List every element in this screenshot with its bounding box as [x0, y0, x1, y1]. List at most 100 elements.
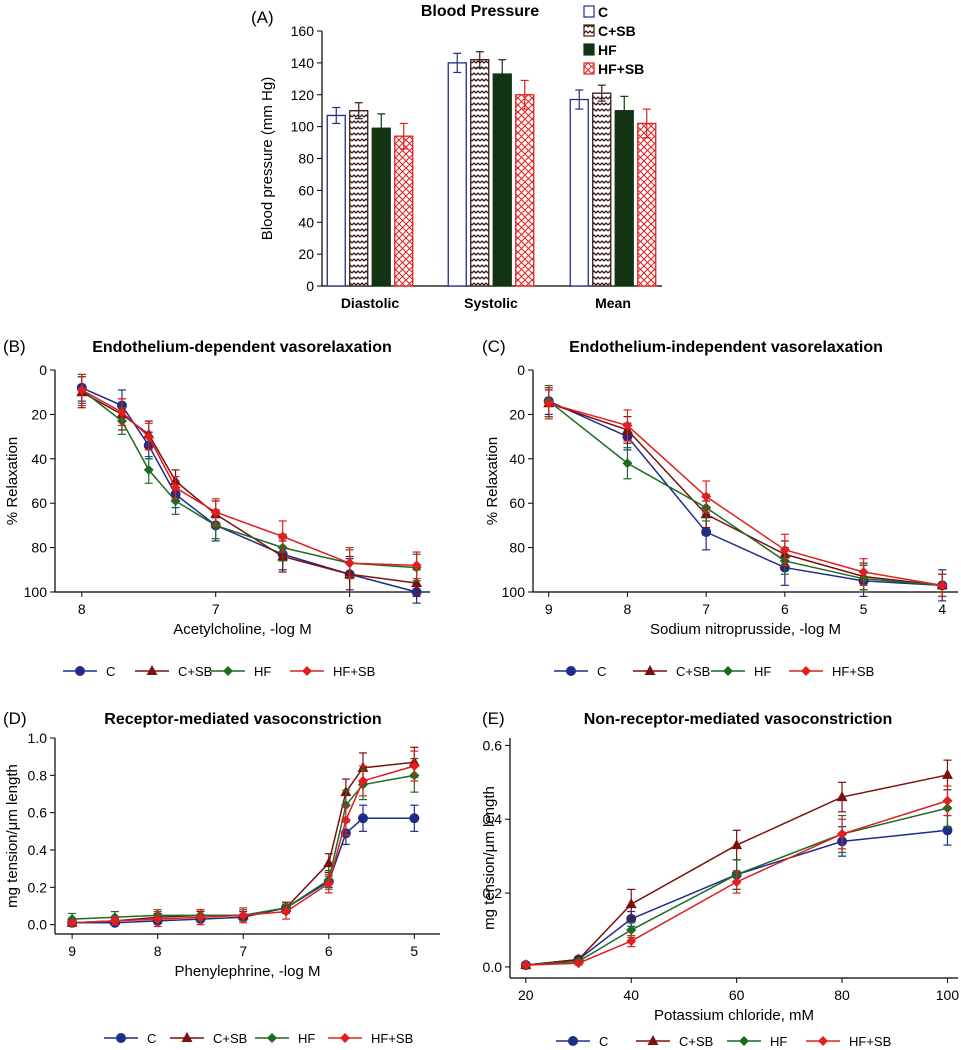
- legend-label: C: [597, 664, 606, 679]
- legend-label: HF+SB: [333, 664, 375, 679]
- panel-D: (D) Receptor-mediated vasoconstriction 0.0…: [3, 709, 440, 1046]
- panel-label: (D): [3, 709, 27, 728]
- y-tick-label: 0.2: [28, 879, 48, 895]
- series-line: [525, 807, 948, 966]
- data-point: [75, 666, 85, 676]
- y-tick-label: 120: [291, 87, 315, 103]
- data-point: [520, 960, 531, 971]
- data-point: [942, 825, 953, 836]
- data-point: [409, 813, 420, 824]
- bar: [515, 94, 535, 287]
- y-tick-label: 80: [298, 151, 314, 167]
- y-axis-label: mg tension/μm length: [4, 764, 21, 908]
- data-point: [731, 877, 742, 887]
- series-line: [548, 400, 943, 587]
- data-point: [358, 775, 368, 786]
- data-point: [543, 398, 554, 409]
- data-point: [238, 910, 249, 921]
- y-tick-label: 0.4: [483, 811, 503, 827]
- data-point: [739, 1036, 749, 1046]
- y-tick-label: 60: [509, 495, 525, 511]
- panel-B: (B) Endothelium-dependent vasorelaxation 0…: [3, 337, 430, 679]
- data-point: [116, 407, 127, 418]
- data-point: [626, 925, 637, 935]
- category-label: Systolic: [464, 295, 518, 311]
- data-point: [941, 768, 953, 779]
- legend-label: HF: [254, 664, 271, 679]
- x-tick-label: 7: [239, 943, 247, 959]
- data-point: [411, 560, 422, 571]
- legend-label: C+SB: [598, 23, 636, 39]
- data-point: [76, 384, 87, 395]
- data-point: [146, 665, 158, 675]
- panel-label: (B): [3, 337, 26, 356]
- y-tick-label: 20: [31, 406, 47, 422]
- series-line: [548, 402, 943, 587]
- y-tick-label: 0.0: [483, 959, 503, 975]
- x-tick-label: 4: [938, 601, 946, 617]
- data-point: [942, 795, 953, 806]
- legend-label: HF: [298, 1031, 315, 1046]
- data-point: [818, 1036, 828, 1046]
- chart-title: Endothelium-independent vasorelaxation: [569, 339, 883, 356]
- series-line: [525, 800, 948, 966]
- y-tick-label: 100: [502, 584, 526, 600]
- bar: [447, 62, 467, 287]
- data-point: [344, 558, 355, 569]
- data-point: [566, 666, 576, 676]
- x-tick-label: 9: [545, 601, 553, 617]
- legend-label: HF: [754, 664, 771, 679]
- y-tick-label: 0: [39, 362, 47, 378]
- y-tick-label: 0.4: [28, 842, 48, 858]
- y-tick-label: 0.2: [483, 885, 503, 901]
- y-tick-label: 140: [291, 55, 315, 71]
- data-point: [622, 458, 633, 469]
- data-point: [358, 813, 368, 824]
- category-label: Mean: [595, 295, 631, 311]
- data-point: [116, 1033, 126, 1043]
- x-tick-label: 60: [729, 987, 745, 1003]
- bar: [637, 122, 657, 287]
- category-label: Diastolic: [341, 295, 400, 311]
- legend-label: C: [147, 1031, 156, 1046]
- bar: [492, 73, 512, 287]
- data-point: [779, 544, 790, 555]
- legend-label: C: [599, 1034, 608, 1049]
- series-line: [81, 389, 417, 567]
- legend-label: HF+SB: [849, 1034, 891, 1049]
- y-tick-label: 60: [298, 182, 314, 198]
- data-point: [411, 577, 423, 588]
- data-point: [143, 464, 154, 475]
- x-tick-label: 100: [936, 987, 960, 1003]
- y-tick-label: 40: [31, 451, 47, 467]
- legend-swatch: [583, 24, 595, 37]
- x-tick-label: 9: [68, 943, 76, 959]
- panel-E: (E) Non-receptor-mediated vasoconstrictio…: [481, 709, 959, 1049]
- data-point: [152, 914, 163, 925]
- series-line: [81, 387, 417, 593]
- data-point: [723, 666, 733, 676]
- series-line: [72, 817, 415, 924]
- y-tick-label: 160: [291, 23, 315, 39]
- legend-swatch: [583, 5, 595, 18]
- x-axis-label: Acetylcholine, -log M: [173, 621, 311, 638]
- series-line: [72, 774, 415, 920]
- data-point: [323, 878, 334, 889]
- bar: [614, 110, 634, 287]
- bar: [394, 135, 414, 287]
- x-tick-label: 7: [212, 601, 220, 617]
- data-point: [858, 567, 869, 578]
- data-point: [109, 915, 120, 926]
- legend-label: HF+SB: [832, 664, 874, 679]
- data-point: [701, 491, 712, 502]
- data-point: [67, 917, 78, 928]
- data-point: [568, 1036, 578, 1046]
- bar: [470, 59, 490, 287]
- legend-swatch: [583, 43, 595, 56]
- y-axis-label: % Relaxation: [484, 437, 501, 525]
- y-tick-label: 0.0: [28, 917, 48, 933]
- legend-label: C+SB: [178, 664, 212, 679]
- chart-title: Endothelium-dependent vasorelaxation: [92, 339, 392, 356]
- bar: [592, 92, 612, 287]
